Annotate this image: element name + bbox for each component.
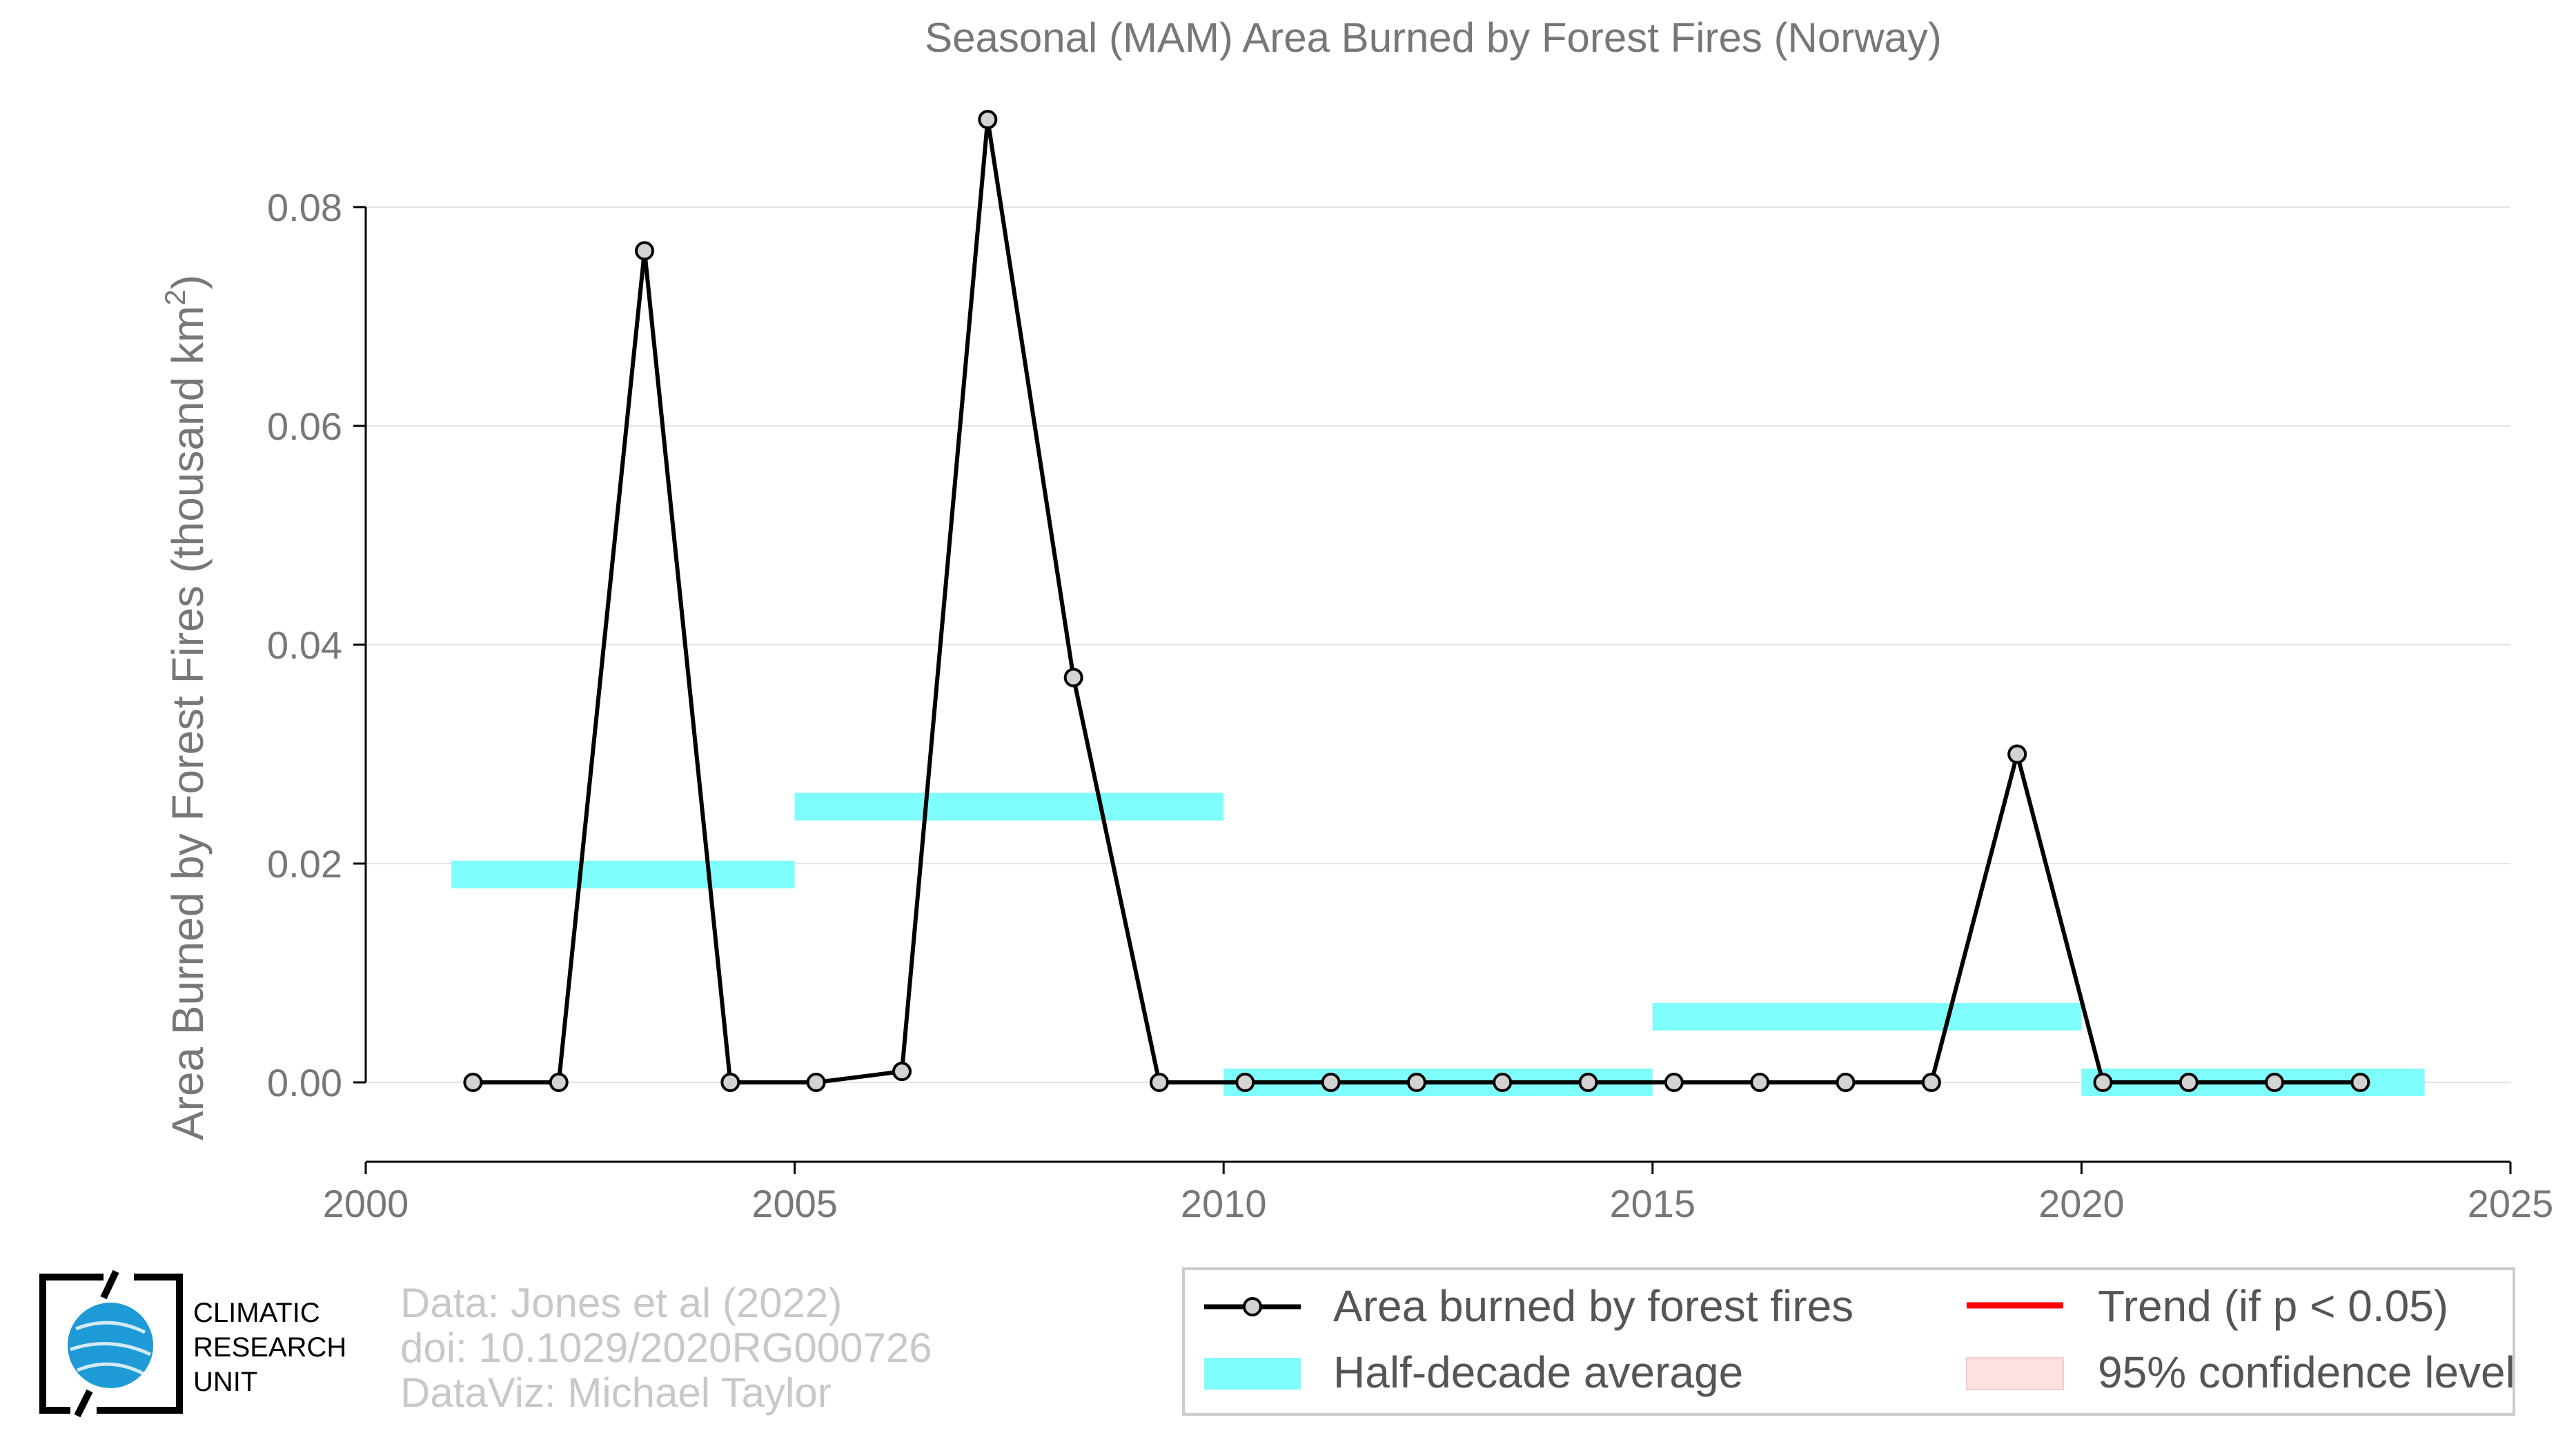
y-axis-title-close: ) [163, 275, 213, 289]
x-ticks: 2000 2005 2010 2015 2020 2025 [323, 1162, 2554, 1225]
data-point-15 [1750, 1073, 1770, 1092]
y-axis-title: Area Burned by Forest Fires (thousand km… [159, 275, 213, 1140]
globe-swirl-icon [70, 1321, 152, 1376]
data-point-20 [2179, 1073, 2199, 1092]
legend-marker-area-burned [1243, 1297, 1262, 1316]
data-point-7 [1063, 668, 1083, 688]
data-point-4 [806, 1073, 826, 1092]
data-point-19 [2093, 1073, 2113, 1092]
data-point-13 [1578, 1073, 1598, 1092]
x-tick-label-2: 2010 [1181, 1182, 1267, 1225]
y-axis-title-superscript: 2 [159, 289, 191, 305]
x-tick-label-5: 2025 [2468, 1182, 2554, 1225]
half-decade-bar-3 [1652, 1002, 2082, 1031]
x-tick-label-1: 2005 [751, 1182, 838, 1225]
x-tick-label-0: 2000 [323, 1182, 409, 1225]
legend-swatch-confidence [1966, 1357, 2064, 1390]
y-tick-label-3: 0.06 [267, 405, 342, 448]
credit-doi: doi: 10.1029/2020RG000726 [400, 1325, 932, 1371]
half-decade-bar-1 [794, 792, 1224, 821]
y-axis-title-main: Area Burned by Forest Fires (thousand km [163, 306, 213, 1140]
data-point-2 [635, 241, 655, 261]
data-point-3 [720, 1073, 740, 1092]
series-line-0 [473, 117, 2361, 1084]
logo-slash-top [100, 1269, 119, 1300]
cru-logo: CLIMATIC RESEARCH UNIT [39, 1269, 346, 1418]
chart-title: Seasonal (MAM) Area Burned by Forest Fir… [925, 14, 1942, 61]
data-point-8 [1149, 1073, 1169, 1092]
data-point-12 [1493, 1073, 1513, 1092]
x-tick-label-3: 2015 [1610, 1182, 1696, 1225]
data-point-11 [1406, 1073, 1426, 1092]
data-point-6 [978, 110, 998, 130]
data-point-5 [892, 1062, 912, 1082]
legend-label-confidence: 95% confidence level [2098, 1347, 2515, 1397]
logo-slash-bottom [74, 1389, 93, 1418]
gridlines [366, 206, 2510, 1083]
y-tick-label-0: 0.00 [267, 1061, 342, 1104]
data-point-9 [1235, 1073, 1255, 1092]
logo-text-unit: UNIT [193, 1367, 257, 1397]
legend-box [1182, 1267, 2515, 1416]
y-tick-label-1: 0.02 [267, 842, 342, 886]
logo-text-research: RESEARCH [193, 1332, 346, 1363]
data-point-10 [1321, 1073, 1341, 1092]
y-ticks: 0.00 0.02 0.04 0.06 0.08 [267, 186, 366, 1104]
series-layer [463, 110, 2370, 1092]
half-decade-bars [451, 792, 2425, 1096]
data-point-16 [1836, 1073, 1856, 1092]
credits: Data: Jones et al (2022) doi: 10.1029/20… [400, 1280, 932, 1416]
credit-data: Data: Jones et al (2022) [400, 1280, 842, 1326]
y-tick-label-2: 0.04 [267, 623, 342, 667]
data-point-18 [2007, 744, 2027, 764]
logo-bracket-left [39, 1274, 104, 1414]
credit-dataviz: DataViz: Michael Taylor [400, 1370, 832, 1416]
data-point-22 [2350, 1073, 2370, 1092]
data-point-17 [1921, 1073, 1941, 1092]
logo-text-climatic: CLIMATIC [193, 1298, 320, 1328]
data-point-0 [463, 1073, 483, 1092]
legend: Area burned by forest fires Trend (if p … [1182, 1267, 2515, 1416]
legend-swatch-half-decade [1204, 1358, 1301, 1390]
y-tick-label-4: 0.08 [267, 186, 342, 229]
half-decade-bar-0 [451, 860, 795, 888]
x-tick-label-4: 2020 [2038, 1182, 2125, 1225]
data-point-1 [549, 1073, 569, 1092]
data-point-21 [2265, 1073, 2285, 1092]
legend-label-half-decade: Half-decade average [1333, 1347, 1743, 1397]
legend-label-trend: Trend (if p < 0.05) [2098, 1281, 2448, 1331]
logo-bracket-right [97, 1274, 183, 1414]
legend-label-area-burned: Area burned by forest fires [1333, 1281, 1854, 1331]
data-point-14 [1664, 1073, 1684, 1092]
